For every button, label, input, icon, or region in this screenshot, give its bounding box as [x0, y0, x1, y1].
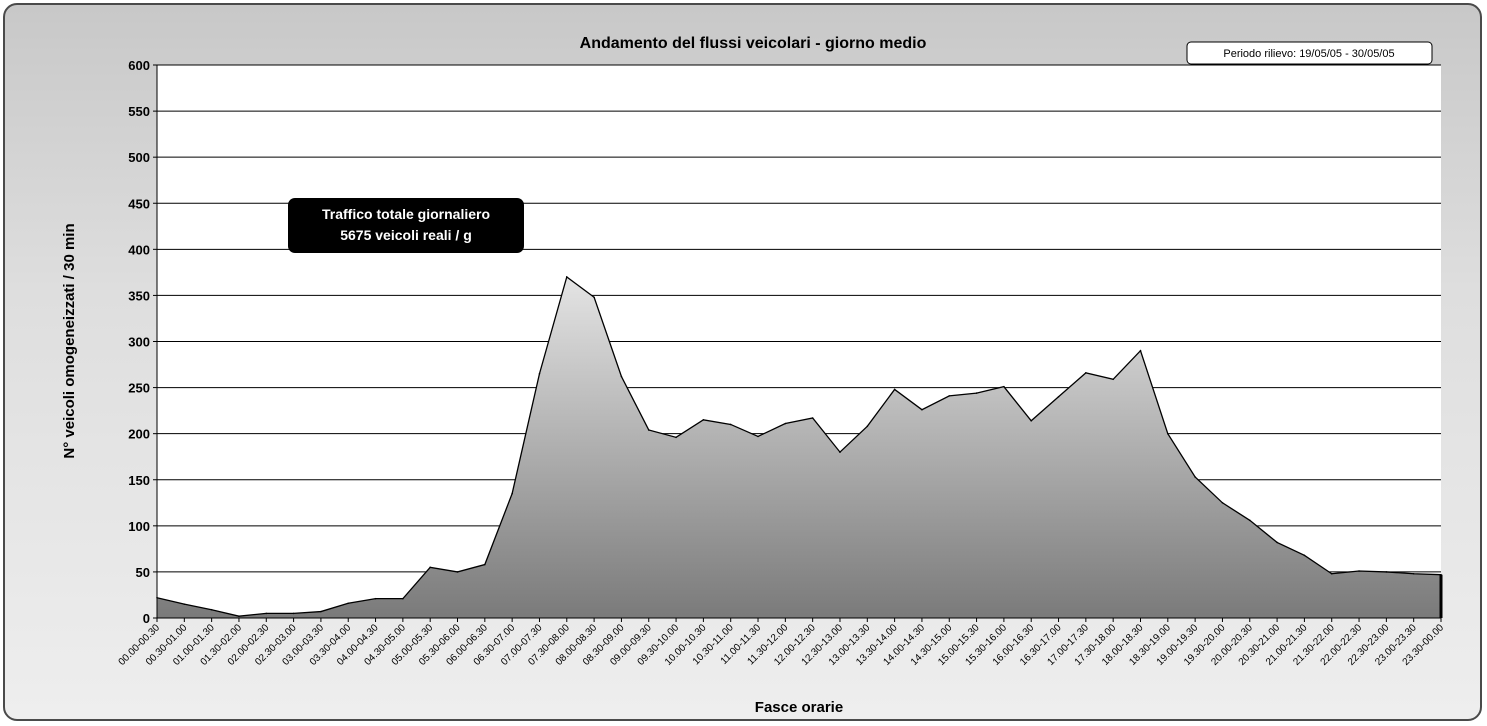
data-point: [292, 612, 295, 615]
y-tick-labels: 0 50 100 150 200 250 300 350 400 450 500 550 600: [128, 58, 150, 626]
data-point: [1276, 541, 1278, 544]
data-point: [839, 451, 841, 453]
x-axis-title: Fasce orarie: [755, 699, 843, 716]
y-tick-label: 200: [128, 427, 150, 442]
data-point: [1412, 572, 1415, 575]
data-point: [565, 276, 568, 278]
data-point: [975, 392, 978, 394]
y-tick-label: 300: [128, 335, 150, 350]
y-tick-label: 450: [128, 196, 150, 211]
x-tick-labels: 00.00-00.3000.30-01.0001.00-01.3001.30-0…: [117, 622, 1447, 668]
period-box: Periodo rilievo: 19/05/05 - 30/05/05: [1186, 41, 1433, 65]
series-area-fill: [157, 276, 1441, 618]
data-point: [210, 608, 213, 611]
data-point: [320, 610, 322, 613]
y-tick-label: 500: [128, 150, 150, 165]
y-tick-label: 600: [128, 58, 150, 73]
data-point: [374, 597, 377, 600]
data-point: [893, 388, 896, 391]
y-tick-label: 350: [128, 288, 150, 303]
data-point: [593, 296, 595, 299]
data-point: [1112, 378, 1114, 381]
data-point: [1030, 419, 1033, 422]
data-point: [1003, 385, 1005, 388]
series-line: [156, 275, 1442, 617]
data-point: [1385, 571, 1388, 573]
data-point: [1358, 570, 1360, 572]
y-tick-label: 550: [128, 104, 150, 119]
data-point: [866, 425, 869, 428]
period-label: Periodo rilievo: 19/05/05 - 30/05/05: [1223, 48, 1394, 60]
total-traffic-line2: 5675 veicoli reali / g: [340, 227, 472, 243]
data-point: [1057, 396, 1060, 398]
total-traffic-line1: Traffico totale giornaliero: [322, 206, 490, 222]
data-point: [784, 422, 787, 425]
data-point: [511, 492, 513, 495]
data-point: [757, 435, 759, 438]
data-point: [702, 419, 705, 421]
y-axis-title: N° veicoli omogeneizzati / 30 min: [61, 223, 78, 458]
data-point: [402, 597, 404, 600]
data-point: [647, 429, 650, 431]
data-point: [620, 375, 623, 378]
y-tick-label: 150: [128, 473, 150, 488]
data-point: [1139, 349, 1142, 352]
data-point: [538, 372, 541, 375]
data-point: [1085, 372, 1087, 374]
data-point: [1248, 519, 1251, 522]
data-point: [1221, 501, 1224, 504]
data-point: [429, 566, 431, 569]
chart-title: Andamento del flussi veicolari - giorno …: [580, 35, 927, 52]
total-traffic-box: Traffico totale giornaliero 5675 veicoli…: [288, 198, 524, 253]
y-tick-label: 100: [128, 519, 150, 534]
data-point: [675, 436, 677, 439]
chart-frame: 0 50 100 150 200 250 300 350 400 450 500 550 600 00.…: [3, 3, 1482, 721]
y-tick-label: 400: [128, 242, 150, 257]
data-point: [1330, 572, 1333, 575]
y-tick-label: 250: [128, 381, 150, 396]
chart-svg: 0 50 100 150 200 250 300 350 400 450 500 550 600 00.…: [61, 35, 1447, 716]
data-point: [183, 603, 186, 605]
data-point: [1303, 554, 1306, 557]
data-point: [484, 563, 486, 566]
y-tick-label: 50: [136, 565, 150, 580]
data-point: [456, 571, 459, 573]
data-point: [1167, 432, 1169, 435]
y-tick-label: 0: [143, 611, 150, 626]
data-point: [265, 612, 268, 615]
data-point: [811, 417, 814, 419]
data-point: [948, 395, 951, 397]
axes: [153, 64, 1442, 622]
data-point: [921, 408, 923, 411]
data-point: [347, 602, 350, 605]
data-point: [1194, 476, 1196, 478]
series-area: [156, 275, 1443, 618]
data-point: [729, 423, 732, 426]
data-point: [238, 615, 240, 617]
data-point: [1440, 573, 1442, 576]
